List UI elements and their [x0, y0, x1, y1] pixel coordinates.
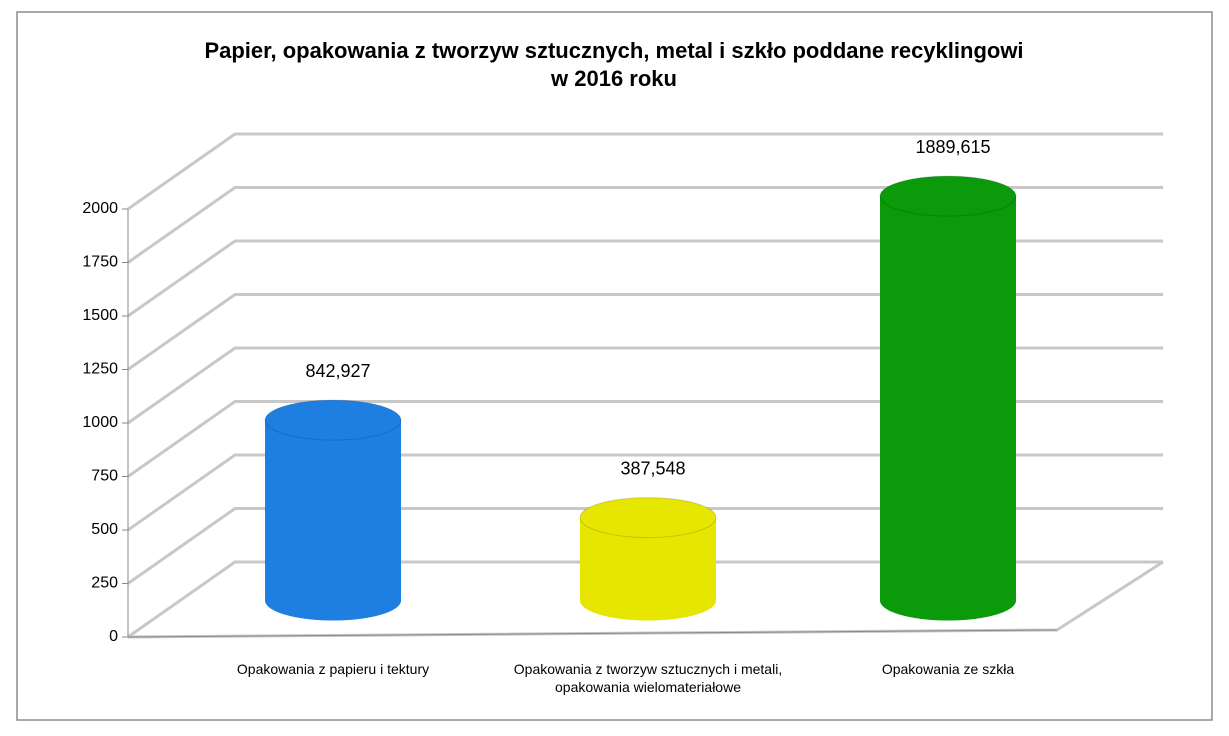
y-tick-label: 750	[91, 468, 118, 485]
cylinder-top	[879, 175, 1017, 217]
x-axis	[127, 629, 1058, 638]
data-label: 842,927	[305, 361, 370, 381]
cylinder-shade	[580, 517, 716, 621]
cylinder-top	[264, 399, 402, 441]
y-tick-label: 1500	[82, 307, 118, 324]
grid-line	[127, 346, 1163, 425]
y-tick-label: 0	[109, 628, 118, 645]
grid-line	[127, 239, 1163, 318]
x-tick-label: Opakowania ze szkła	[881, 661, 1015, 677]
chart-title: w 2016 roku	[550, 66, 677, 91]
grid-line	[127, 186, 1163, 264]
grid-line	[127, 453, 1163, 532]
y-tick-label: 250	[91, 575, 118, 592]
cylinder-top	[579, 497, 717, 539]
grid-line	[127, 560, 1163, 639]
x-tick-label: Opakowania z tworzyw sztucznych i metali…	[513, 661, 783, 695]
grid-line	[127, 132, 1163, 211]
grid-line	[127, 293, 1163, 371]
y-tick-label: 1750	[82, 254, 118, 271]
x-tick-label: Opakowania z papieru i tektury	[236, 661, 430, 677]
y-tick-label: 2000	[82, 200, 118, 217]
cylinder-shade	[265, 420, 401, 621]
y-tick-label: 1250	[82, 361, 118, 378]
data-label: 387,548	[620, 458, 685, 478]
y-tick-label: 500	[91, 521, 118, 538]
cylinder-shade	[880, 196, 1016, 621]
data-label: 1889,615	[915, 137, 990, 157]
grid-line	[127, 507, 1163, 585]
chart-title: Papier, opakowania z tworzyw sztucznych,…	[204, 38, 1023, 63]
grid-line	[127, 400, 1163, 478]
y-tick-label: 1000	[82, 414, 118, 431]
